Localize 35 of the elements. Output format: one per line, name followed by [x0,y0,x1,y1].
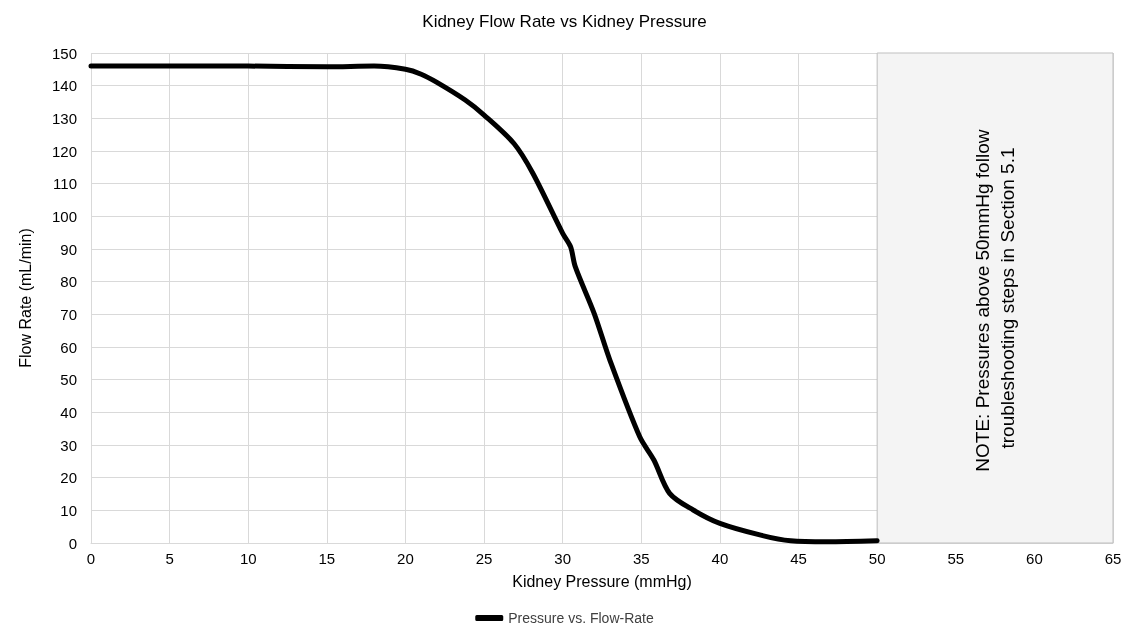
y-tick-label: 60 [60,338,77,356]
x-tick-label: 5 [165,550,174,567]
x-tick-label: 0 [86,550,96,567]
y-tick-label: 100 [51,207,77,225]
x-tick-label: 10 [239,550,257,567]
y-tick-label: 80 [60,273,77,291]
x-tick-label: 40 [711,550,729,567]
x-tick-label: 20 [397,550,414,567]
y-tick-label: 150 [51,44,77,62]
y-tick-label: 20 [60,469,77,487]
x-tick-label: 15 [318,550,336,567]
legend-label: Pressure vs. Flow-Rate [508,610,654,626]
y-tick-label: 120 [51,142,77,160]
x-axis-title: Kidney Pressure (mmHg) [512,572,692,590]
x-tick-label: 45 [790,550,807,567]
y-tick-label: 40 [60,403,77,421]
y-tick-label: 30 [60,436,77,454]
y-tick-label: 0 [68,534,77,552]
y-tick-label: 10 [60,501,77,519]
x-tick-label: 60 [1026,550,1043,567]
y-tick-label: 130 [51,109,77,127]
x-tick-label: 35 [632,550,650,567]
y-tick-label: 50 [60,371,77,389]
x-tick-label: 25 [475,550,493,567]
x-tick-label: 30 [554,550,572,567]
y-tick-label: 140 [51,77,77,95]
chart-title: Kidney Flow Rate vs Kidney Pressure [422,12,707,31]
y-axis-title: Flow Rate (mL/min) [16,228,34,368]
x-tick-label: 65 [1104,550,1122,567]
y-tick-label: 70 [60,305,77,323]
x-tick-label: 55 [947,550,965,567]
x-tick-label: 50 [868,550,886,567]
y-tick-label: 90 [60,240,77,258]
band-label: NOTE: Pressures above 50mmHg follow troubleshooting steps in Section 5.1 [972,124,1019,472]
y-tick-label: 110 [53,175,77,193]
